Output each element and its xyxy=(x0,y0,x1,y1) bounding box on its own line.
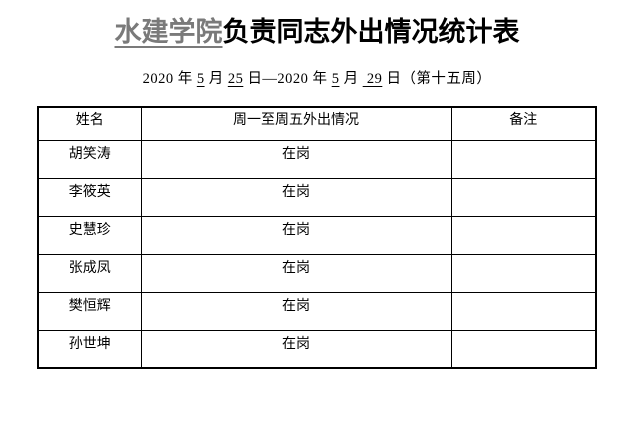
cell-remark xyxy=(450,329,597,369)
table-row: 张成凤 在岗 xyxy=(37,253,597,293)
cell-name: 李筱英 xyxy=(37,177,142,217)
title-college-name: 水建学院 xyxy=(114,17,223,47)
cell-remark xyxy=(450,177,597,217)
cell-remark xyxy=(450,291,597,331)
header-name: 姓名 xyxy=(37,106,142,141)
duty-status-table: 姓名 周一至周五外出情况 备注 胡笑涛 在岗 李筱英 在岗 史慧珍 在岗 xyxy=(37,106,597,369)
document-page: 水建学院负责同志外出情况统计表 2020 年 5 月 25 日—2020 年 5… xyxy=(0,14,634,429)
cell-status: 在岗 xyxy=(140,291,452,331)
cell-remark xyxy=(450,253,597,293)
date-segment: 日—2020 年 xyxy=(243,71,332,87)
date-segment: 2020 年 xyxy=(142,71,197,87)
page-title: 水建学院负责同志外出情况统计表 xyxy=(0,14,634,50)
table-row: 樊恒辉 在岗 xyxy=(37,291,597,331)
cell-name: 张成凤 xyxy=(37,253,142,293)
table-row: 史慧珍 在岗 xyxy=(37,215,597,255)
table-row: 李筱英 在岗 xyxy=(37,177,597,217)
cell-name: 史慧珍 xyxy=(37,215,142,255)
date-segment: 月 xyxy=(204,71,228,87)
date-segment: 日（第十五周） xyxy=(382,71,492,87)
cell-status: 在岗 xyxy=(140,215,452,255)
header-weekday-status: 周一至周五外出情况 xyxy=(140,106,452,141)
cell-status: 在岗 xyxy=(140,329,452,369)
table-row: 孙世坤 在岗 xyxy=(37,329,597,369)
cell-remark xyxy=(450,215,597,255)
cell-status: 在岗 xyxy=(140,177,452,217)
cell-name: 胡笑涛 xyxy=(37,139,142,179)
date-segment: 月 xyxy=(339,71,363,87)
cell-status: 在岗 xyxy=(140,253,452,293)
cell-name: 孙世坤 xyxy=(37,329,142,369)
date-month1-underlined: 5 xyxy=(196,71,205,87)
cell-name: 樊恒辉 xyxy=(37,291,142,331)
date-day2-underlined: 29 xyxy=(362,71,383,87)
cell-status: 在岗 xyxy=(140,139,452,179)
date-month2-underlined: 5 xyxy=(331,71,340,87)
table-header-row: 姓名 周一至周五外出情况 备注 xyxy=(37,106,597,141)
date-range-line: 2020 年 5 月 25 日—2020 年 5 月 29 日（第十五周） xyxy=(0,69,634,89)
cell-remark xyxy=(450,139,597,179)
table-row: 胡笑涛 在岗 xyxy=(37,139,597,179)
header-remarks: 备注 xyxy=(450,106,597,141)
title-rest-text: 负责同志外出情况统计表 xyxy=(222,17,520,47)
date-day1-underlined: 25 xyxy=(227,71,244,87)
